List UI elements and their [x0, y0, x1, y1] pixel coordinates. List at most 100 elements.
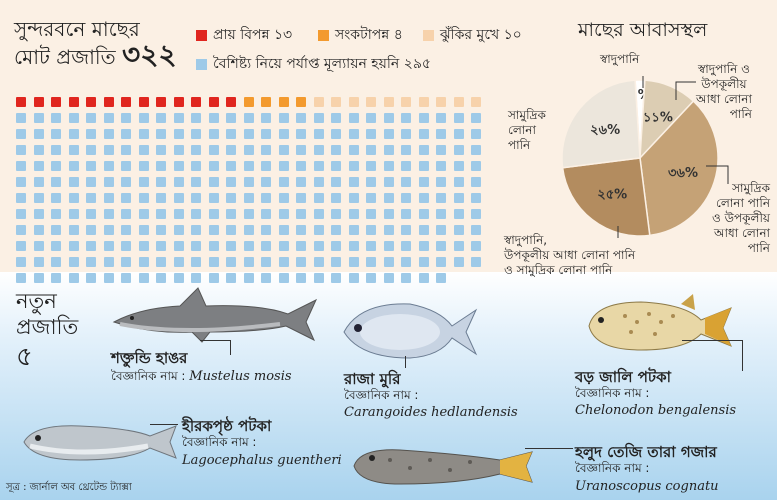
fish-sci-5: বৈজ্ঞানিক নাম : — [575, 460, 649, 477]
waffle-cell — [156, 161, 166, 171]
waffle-cell — [366, 97, 376, 107]
waffle-cell — [348, 161, 359, 171]
waffle-cell — [401, 193, 411, 203]
waffle-cell — [121, 97, 131, 107]
waffle-cell — [348, 129, 359, 139]
pie-value-label: ২৬% — [590, 123, 620, 138]
waffle-cell — [436, 273, 446, 283]
waffle-cell — [86, 161, 96, 171]
waffle-cell — [331, 209, 341, 219]
waffle-cell — [453, 145, 464, 155]
waffle-cell — [331, 225, 341, 235]
waffle-cell — [51, 161, 61, 171]
fish-name-3: বড় জালি পটকা — [575, 368, 671, 386]
waffle-cell — [278, 113, 289, 123]
sci-name: Mustelus mosis — [189, 369, 292, 384]
waffle-cell — [401, 145, 411, 155]
fish-sci-4-name: Lagocephalus guentheri — [182, 452, 342, 469]
waffle-cell — [296, 177, 306, 187]
waffle-cell — [156, 129, 166, 139]
waffle-cell — [453, 193, 464, 203]
connector-line — [150, 424, 178, 426]
waffle-cell — [226, 97, 236, 107]
waffle-cell — [138, 129, 149, 139]
waffle-cell — [348, 257, 359, 267]
waffle-cell — [366, 129, 376, 139]
waffle-cell — [313, 193, 324, 203]
waffle-cell — [243, 241, 254, 251]
waffle-cell — [103, 209, 114, 219]
waffle-cell — [173, 209, 184, 219]
waffle-cell — [243, 209, 254, 219]
waffle-cell — [103, 97, 114, 107]
shark-image — [112, 287, 318, 343]
pie-label-line: আধা লোনা — [714, 226, 770, 240]
waffle-cell — [68, 129, 79, 139]
waffle-cell — [453, 257, 464, 267]
new-species-count: ৫ — [16, 342, 33, 372]
pie-title: মাছের আবাসস্থল — [578, 19, 708, 41]
waffle-cell — [383, 145, 394, 155]
pie-label-fresh-coastal: স্বাদুপানি ও উপকূলীয় আধা লোনা পানি — [696, 62, 752, 122]
waffle-cell — [33, 225, 44, 235]
connector-line — [682, 340, 743, 371]
waffle-cell — [121, 241, 131, 251]
pie-label-all-three: স্বাদুপানি, উপকূলীয় আধা লোনা পানি ও সাম… — [504, 233, 635, 278]
waffle-cell — [121, 257, 131, 267]
waffle-cell — [331, 145, 341, 155]
waffle-cell — [418, 97, 429, 107]
waffle-cell — [33, 97, 44, 107]
waffle-cell — [156, 145, 166, 155]
waffle-cell — [453, 129, 464, 139]
waffle-cell — [261, 145, 271, 155]
legend-count: ১০ — [503, 27, 522, 43]
pie-label-line: স্বাদুপানি, — [504, 233, 548, 247]
pie-slice — [639, 100, 719, 237]
waffle-cell — [313, 257, 324, 267]
waffle-cell — [243, 145, 254, 155]
waffle-cell — [383, 177, 394, 187]
waffle-cell — [296, 273, 306, 283]
waffle-cell — [418, 273, 429, 283]
puffer-image — [588, 294, 732, 351]
legend-swatch — [196, 58, 207, 70]
waffle-cell — [173, 241, 184, 251]
pie-label-line: লোনা পানি — [716, 196, 770, 210]
pomfret-image — [343, 303, 478, 359]
waffle-cell — [296, 97, 306, 107]
waffle-cell — [16, 145, 26, 155]
waffle-cell — [401, 97, 411, 107]
legend-item-endangered: সংকটাপন্ন ৪ — [318, 23, 403, 47]
waffle-cell — [418, 225, 429, 235]
waffle-cell — [313, 145, 324, 155]
waffle-chart — [16, 97, 488, 283]
waffle-cell — [243, 273, 254, 283]
waffle-cell — [33, 209, 44, 219]
waffle-cell — [103, 145, 114, 155]
legend-label: সংকটাপন্ন — [335, 27, 390, 43]
waffle-cell — [366, 177, 376, 187]
waffle-cell — [331, 161, 341, 171]
pie-label-line: পানি — [729, 107, 752, 121]
waffle-cell — [16, 193, 26, 203]
waffle-cell — [383, 129, 394, 139]
waffle-cell — [453, 209, 464, 219]
waffle-cell — [173, 193, 184, 203]
sci-name: Carangoides hedlandensis — [344, 405, 518, 420]
waffle-cell — [16, 241, 26, 251]
waffle-cell — [226, 177, 236, 187]
sci-label: বৈজ্ঞানিক নাম : — [344, 388, 419, 402]
pie-label-line: সামুদ্রিক — [732, 181, 770, 195]
waffle-cell — [173, 161, 184, 171]
legend-count: ১৩ — [273, 27, 293, 43]
waffle-cell — [243, 129, 254, 139]
waffle-cell — [191, 177, 201, 187]
legend-label: ঝুঁকির মুখে — [440, 27, 500, 43]
waffle-cell — [313, 129, 324, 139]
waffle-cell — [68, 273, 79, 283]
waffle-cell — [278, 225, 289, 235]
waffle-cell — [138, 257, 149, 267]
fish-sci-2-name: Carangoides hedlandensis — [344, 404, 518, 421]
diamond-puffer-image — [23, 425, 177, 461]
fish-sci-3-name: Chelonodon bengalensis — [575, 402, 736, 419]
